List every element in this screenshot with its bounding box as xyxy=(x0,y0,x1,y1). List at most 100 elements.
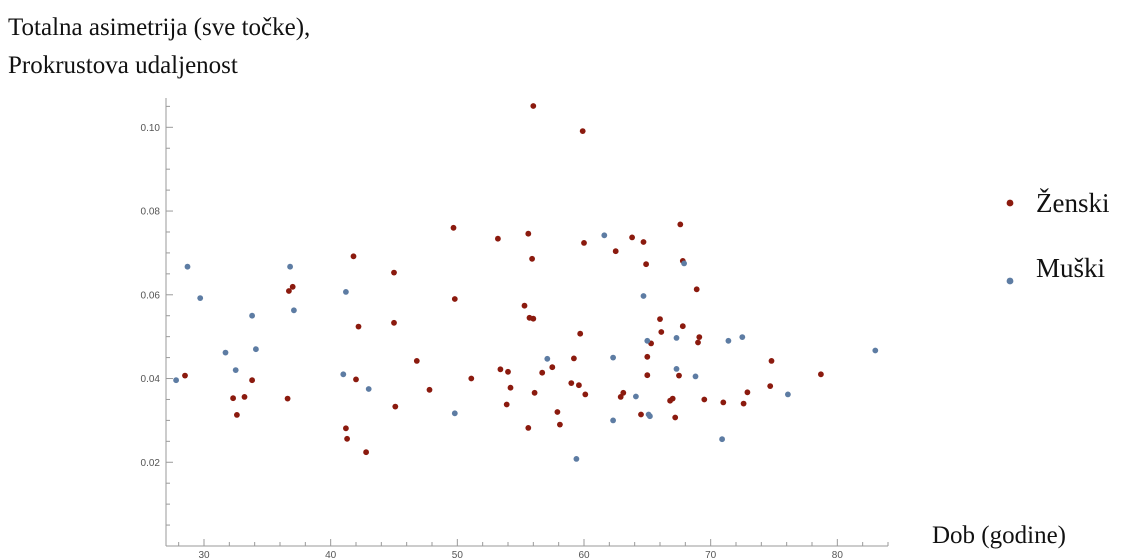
muski-point xyxy=(249,312,256,319)
muski-point xyxy=(291,307,297,314)
zenski-point xyxy=(701,396,708,403)
muski-point xyxy=(173,377,180,384)
y-tick-label: 0.04 xyxy=(141,374,161,385)
chart-title-line-1: Totalna asimetrija (sve točke), xyxy=(8,14,311,41)
zenski-point xyxy=(230,395,237,402)
y-tick-label: 0.10 xyxy=(141,123,161,134)
zenski-point xyxy=(343,425,349,432)
zenski-point xyxy=(612,248,619,255)
zenski-point xyxy=(818,371,824,378)
zenski-point xyxy=(525,425,532,431)
zenski-point xyxy=(391,319,397,326)
muski-point xyxy=(673,335,680,341)
muski-point xyxy=(601,232,608,239)
muski-point xyxy=(872,347,879,354)
zenski-point xyxy=(525,230,532,237)
x-tick-label: 60 xyxy=(578,550,590,558)
zenski-point xyxy=(677,221,684,228)
zenski-point xyxy=(657,316,663,322)
zenski-point xyxy=(672,414,679,421)
x-axis-label: Dob (godine) xyxy=(932,522,1066,549)
x-tick-label: 40 xyxy=(325,550,337,558)
muski-point xyxy=(451,410,458,417)
zenski-point xyxy=(557,421,563,428)
zenski-point xyxy=(539,369,546,376)
zenski-point xyxy=(696,334,703,340)
muski-point xyxy=(573,456,580,462)
zenski-point xyxy=(676,372,682,379)
muski-point xyxy=(785,391,791,398)
zenski-point xyxy=(693,286,700,293)
zenski-point xyxy=(497,366,504,373)
zenski-point xyxy=(391,269,397,276)
zenski-point xyxy=(249,377,256,384)
zenski-point xyxy=(549,364,556,371)
zenski-point xyxy=(768,358,775,364)
muski-point xyxy=(673,366,680,372)
muski-point xyxy=(647,413,653,420)
zenski-point xyxy=(503,401,510,408)
zenski-point xyxy=(658,329,665,335)
muski-point xyxy=(739,334,746,340)
muski-point xyxy=(640,293,647,299)
zenski-point xyxy=(529,255,535,262)
muski-point xyxy=(343,289,349,295)
zenski-point xyxy=(620,389,627,396)
zenski-point xyxy=(744,389,751,396)
zenski-point xyxy=(581,240,587,246)
zenski-point xyxy=(530,315,537,322)
zenski-point xyxy=(554,409,561,415)
muski-point xyxy=(610,417,616,424)
muski-point xyxy=(681,260,687,267)
zenski-point xyxy=(289,283,296,290)
muski-point xyxy=(222,349,229,356)
zenski-point xyxy=(241,394,248,400)
axes-group: 0.02 0.04 0.06 0.08 0.10 30 40 50 60 70 80 xyxy=(141,98,889,558)
zenski-point xyxy=(507,384,514,391)
muski-point xyxy=(365,386,372,392)
zenski-point xyxy=(505,368,511,375)
zenski-point xyxy=(577,330,584,337)
zenski-point xyxy=(451,296,458,302)
zenski-point xyxy=(643,261,649,268)
zenski-point xyxy=(530,103,537,109)
muski-point xyxy=(633,393,639,400)
zenski-point xyxy=(644,353,651,360)
muski-point xyxy=(610,354,616,361)
zenski-point xyxy=(638,411,644,418)
muski-point xyxy=(340,371,347,378)
y-tick-label: 0.08 xyxy=(141,207,161,218)
muski-point xyxy=(184,263,191,270)
zenski-point xyxy=(679,323,686,330)
zenski-point xyxy=(521,302,528,309)
zenski-point xyxy=(353,376,359,383)
y-tick-label: 0.06 xyxy=(141,290,161,301)
zenski-point xyxy=(286,288,292,294)
chart-title-line-2: Prokrustova udaljenost xyxy=(8,52,238,79)
muski-point xyxy=(644,337,651,344)
x-tick-label: 50 xyxy=(452,550,464,558)
x-tick-label: 80 xyxy=(832,550,844,558)
legend-markers-group xyxy=(1006,199,1014,285)
zenski-point xyxy=(350,253,357,260)
muski-point xyxy=(725,337,732,344)
zenski-point xyxy=(495,235,501,242)
muski-point xyxy=(719,436,725,443)
zenski-point xyxy=(767,383,774,389)
zenski-point xyxy=(640,239,647,245)
zenski-point xyxy=(363,449,369,456)
zenski-point xyxy=(582,391,589,398)
zenski-point xyxy=(450,224,457,231)
zenski-point xyxy=(695,339,701,346)
x-tick-label: 30 xyxy=(198,550,210,558)
zenski-point xyxy=(426,386,433,393)
zenski-point xyxy=(720,399,727,406)
zenski-point xyxy=(234,412,240,418)
x-tick-label: 70 xyxy=(705,550,717,558)
muski-point xyxy=(232,367,239,373)
zenski-point xyxy=(571,355,577,362)
legend-label-muski: Muški xyxy=(1036,253,1106,283)
legend-marker-zenski xyxy=(1006,199,1014,207)
legend-label-zenski: Ženski xyxy=(1036,188,1110,218)
